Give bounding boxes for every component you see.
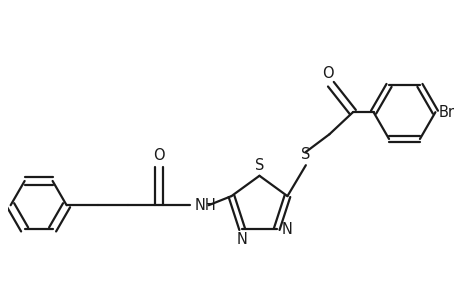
Text: O: O [321, 65, 333, 80]
Text: S: S [254, 158, 263, 173]
Text: Br: Br [438, 105, 454, 120]
Text: NH: NH [194, 198, 216, 213]
Text: N: N [280, 221, 291, 236]
Text: N: N [236, 232, 247, 247]
Text: S: S [301, 147, 310, 162]
Text: O: O [153, 148, 165, 163]
